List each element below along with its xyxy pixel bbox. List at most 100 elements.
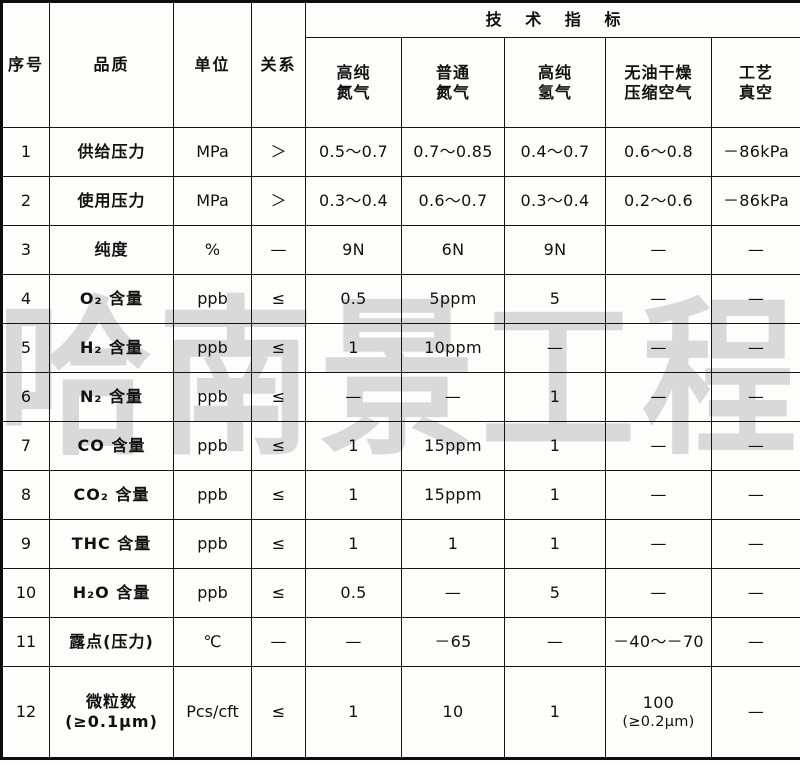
cell-high-purity-nitrogen: — [305, 372, 402, 422]
cell-relation: ≤ [251, 323, 306, 373]
cell-unit: ℃ [173, 617, 252, 667]
cell-quality: N₂ 含量 [49, 372, 174, 422]
cell-no: 3 [1, 225, 50, 275]
column-header-no: 序号 [1, 1, 50, 128]
table-row: 12 微粒数 (≥0.1μm) Pcs/cft ≤ 1 10 1 100 (≥0… [1, 666, 800, 759]
column-header-normal-nitrogen-line2: 氮气 [435, 82, 470, 102]
table-header-sub-row: 高纯 氮气 普通 氮气 高纯 氢气 无油干燥 压缩空气 工艺 真空 [2, 37, 800, 128]
cell-unit: ppb [173, 323, 252, 373]
cell-normal-nitrogen: 6N [401, 225, 505, 275]
cell-process-vacuum: — [710, 568, 800, 618]
cell-quality: 使用压力 [49, 176, 174, 226]
table-row: 6 N₂ 含量 ppb ≤ — — 1 — — [1, 372, 800, 422]
column-header-high-purity-hydrogen-line1: 高纯 [537, 62, 572, 82]
cell-no: 1 [1, 127, 50, 177]
cell-process-vacuum: — [710, 666, 800, 759]
column-header-high-purity-nitrogen-line2: 氮气 [336, 82, 371, 102]
column-header-clean-dry-air-line2: 压缩空气 [624, 82, 693, 102]
cell-relation: ≤ [251, 666, 306, 759]
cell-high-purity-hydrogen: 1 [504, 519, 606, 569]
cell-normal-nitrogen: 5ppm [401, 274, 505, 324]
cell-unit: ppb [173, 274, 252, 324]
cell-clean-dry-air: — [605, 568, 712, 618]
cell-high-purity-hydrogen: — [504, 323, 606, 373]
column-header-normal-nitrogen: 普通 氮气 [401, 37, 505, 128]
cell-high-purity-hydrogen: 1 [504, 470, 606, 520]
cell-clean-dry-air: — [605, 470, 712, 520]
cell-process-vacuum: — [710, 225, 800, 275]
cell-high-purity-hydrogen: 1 [504, 666, 606, 759]
cell-quality: CO 含量 [49, 421, 174, 471]
cell-high-purity-hydrogen: 1 [504, 421, 606, 471]
cell-relation: ≤ [251, 274, 306, 324]
column-header-process-vacuum-line1: 工艺 [739, 62, 774, 82]
cell-unit: % [173, 225, 252, 275]
cell-normal-nitrogen: 0.6～0.7 [401, 176, 505, 226]
table-row: 9 THC 含量 ppb ≤ 1 1 1 — — [1, 519, 800, 569]
cell-relation: ≤ [251, 421, 306, 471]
column-header-high-purity-nitrogen-line1: 高纯 [336, 62, 371, 82]
table-row: 11 露点(压力) ℃ — — －65 — －40～－70 — [1, 617, 800, 667]
table-row: 1 供给压力 MPa ＞ 0.5～0.7 0.7～0.85 0.4～0.7 0.… [1, 127, 800, 177]
column-header-high-purity-hydrogen-line2: 氢气 [537, 82, 572, 102]
cell-normal-nitrogen: — [401, 372, 505, 422]
cell-high-purity-hydrogen: 9N [504, 225, 606, 275]
cell-no: 9 [1, 519, 50, 569]
cell-relation: ≤ [251, 568, 306, 618]
cell-normal-nitrogen: 10 [401, 666, 505, 759]
cell-no: 8 [1, 470, 50, 520]
cell-high-purity-nitrogen: 1 [305, 421, 402, 471]
cell-quality-line2: (≥0.1μm) [65, 712, 158, 731]
cell-quality: H₂ 含量 [49, 323, 174, 373]
cell-clean-dry-air: — [605, 323, 712, 373]
cell-relation: ≤ [251, 519, 306, 569]
table-row: 4 O₂ 含量 ppb ≤ 0.5 5ppm 5 — — [1, 274, 800, 324]
cell-clean-dry-air: — [605, 372, 712, 422]
cell-quality: H₂O 含量 [49, 568, 174, 618]
cell-quality: 供给压力 [49, 127, 174, 177]
cell-normal-nitrogen: 10ppm [401, 323, 505, 373]
cell-high-purity-nitrogen: 1 [305, 519, 402, 569]
cell-quality: O₂ 含量 [49, 274, 174, 324]
column-header-clean-dry-air-line1: 无油干燥 [624, 62, 693, 82]
cell-quality-line1: 微粒数 [85, 692, 137, 711]
column-header-normal-nitrogen-line1: 普通 [435, 62, 470, 82]
cell-no: 6 [1, 372, 50, 422]
cell-unit: ppb [173, 421, 252, 471]
cell-relation: — [251, 225, 306, 275]
table-row: 3 纯度 % — 9N 6N 9N — — [1, 225, 800, 275]
column-header-high-purity-hydrogen: 高纯 氢气 [504, 37, 606, 128]
table-row: 8 CO₂ 含量 ppb ≤ 1 15ppm 1 — — [1, 470, 800, 520]
cell-unit: ppb [173, 372, 252, 422]
cell-high-purity-nitrogen: 1 [305, 323, 402, 373]
column-header-process-vacuum-line2: 真空 [739, 82, 774, 102]
cell-quality: THC 含量 [49, 519, 174, 569]
cell-process-vacuum: — [710, 421, 800, 471]
column-header-clean-dry-air: 无油干燥 压缩空气 [605, 37, 712, 128]
cell-process-vacuum: －86kPa [710, 176, 800, 226]
cell-process-vacuum: — [710, 323, 800, 373]
cell-unit: ppb [173, 470, 252, 520]
cell-normal-nitrogen: 15ppm [401, 470, 505, 520]
cell-high-purity-nitrogen: 1 [305, 666, 402, 759]
column-header-unit: 单位 [173, 1, 252, 128]
cell-clean-dry-air: 0.6～0.8 [605, 127, 712, 177]
cell-quality: 纯度 [49, 225, 174, 275]
cell-high-purity-nitrogen: 9N [305, 225, 402, 275]
table-row: 7 CO 含量 ppb ≤ 1 15ppm 1 — — [1, 421, 800, 471]
cell-clean-dry-air-line2: (≥0.2μm) [622, 713, 695, 730]
column-header-quality: 品质 [49, 1, 174, 128]
cell-unit: ppb [173, 519, 252, 569]
table-header-group-row: 序号 品质 单位 关系 技 术 指 标 [1, 1, 800, 128]
cell-quality: 露点(压力) [49, 617, 174, 667]
cell-process-vacuum: — [710, 519, 800, 569]
cell-normal-nitrogen: 0.7～0.85 [401, 127, 505, 177]
cell-process-vacuum: — [710, 470, 800, 520]
cell-unit: ppb [173, 568, 252, 618]
cell-relation: ≤ [251, 372, 306, 422]
cell-high-purity-nitrogen: 0.5～0.7 [305, 127, 402, 177]
cell-clean-dry-air: — [605, 519, 712, 569]
column-header-relation: 关系 [251, 1, 306, 128]
cell-normal-nitrogen: －65 [401, 617, 505, 667]
